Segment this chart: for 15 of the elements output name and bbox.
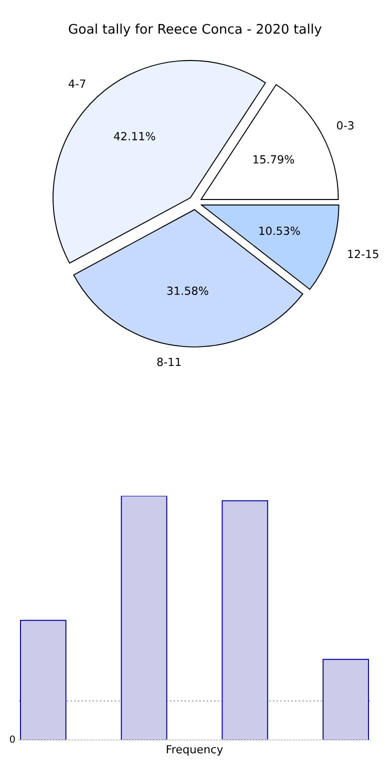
- data-label: 10.53%: [259, 226, 300, 236]
- slice-label: 0-3: [336, 121, 354, 130]
- data-label: 15.79%: [254, 155, 294, 164]
- bar: [322, 658, 369, 740]
- chart-title: Goal tally for Reece Conca - 2020 tally: [68, 24, 322, 36]
- slice-label: 4-7: [68, 80, 86, 88]
- x-axis-title: Frequency: [166, 745, 223, 756]
- data-label: 31.58%: [167, 286, 208, 295]
- slice-label: 8-11: [157, 358, 181, 366]
- data-label: 42.11%: [114, 132, 156, 140]
- text: 0: [10, 735, 15, 743]
- slice-label: 12-15: [348, 250, 378, 258]
- bar: [222, 500, 268, 740]
- bar: [120, 496, 168, 740]
- bar: [20, 620, 66, 740]
